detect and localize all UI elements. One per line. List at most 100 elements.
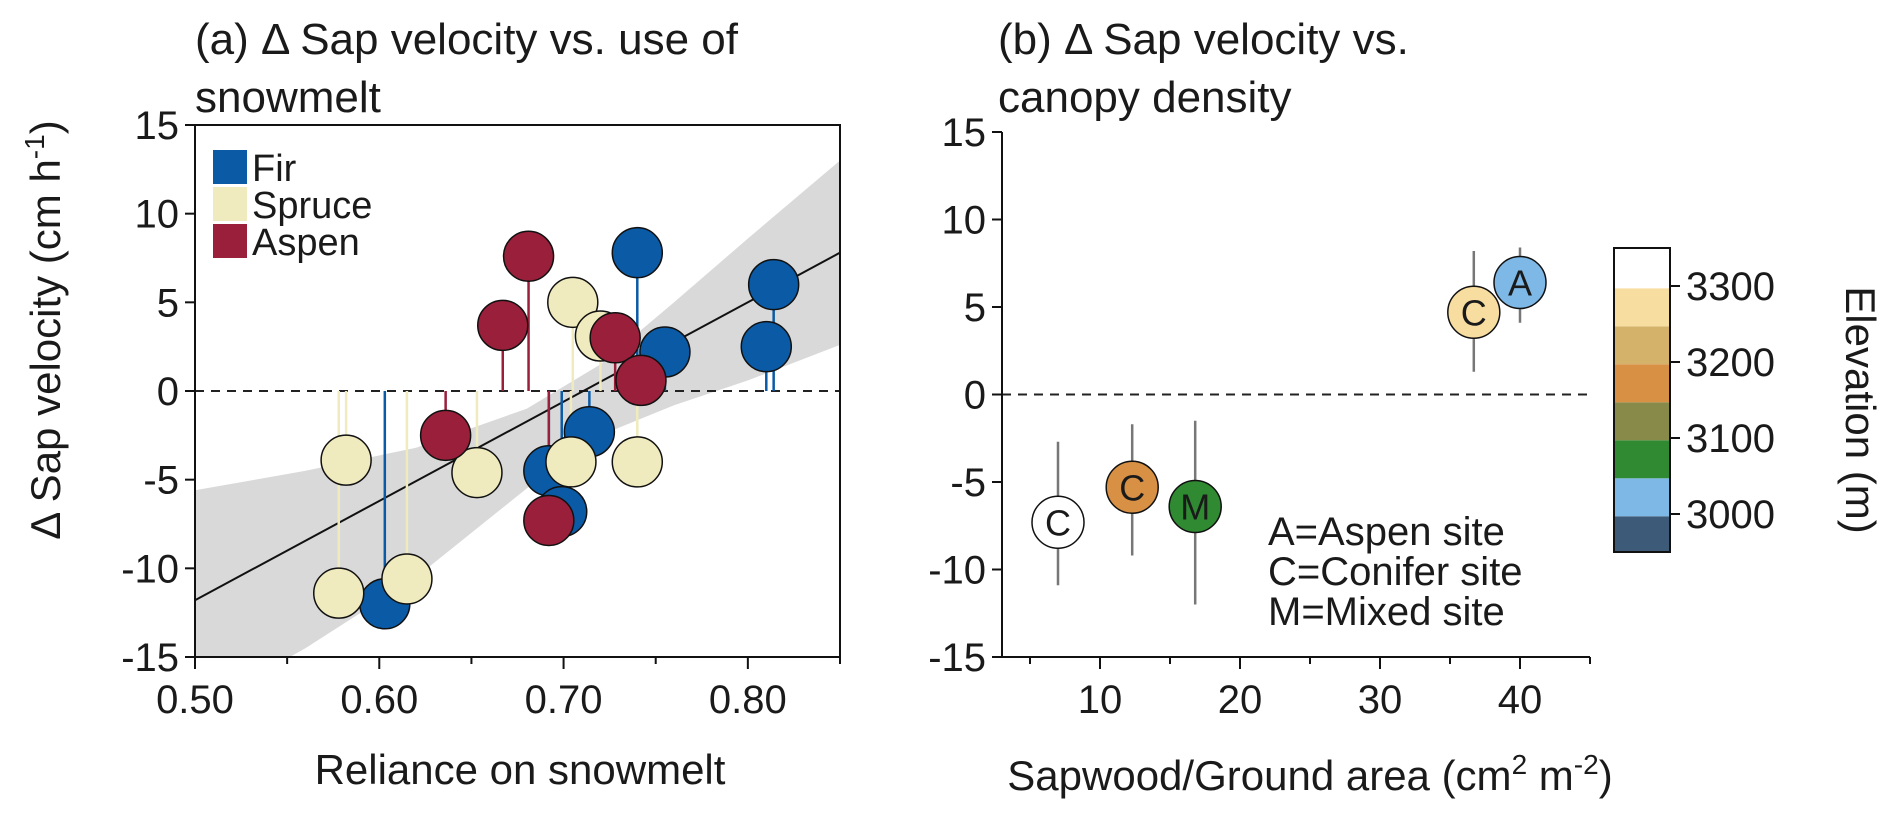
panel-a-y-label-main: Δ Sap velocity (cm h <box>22 159 69 540</box>
site-point-2 <box>1105 460 1159 514</box>
point-fir-8 <box>747 258 800 311</box>
y-tick-label: -15 <box>121 636 179 680</box>
point-aspen-2 <box>477 299 529 352</box>
y-tick-label-b: -5 <box>950 461 986 505</box>
point-aspen-3 <box>502 230 555 282</box>
y-tick-label-b: -10 <box>928 549 986 593</box>
y-tick-label-b: 10 <box>942 199 987 243</box>
x-tick-label: 0.50 <box>156 678 234 722</box>
y-tick-label: 0 <box>157 370 179 414</box>
colorbar-tick-label: 3000 <box>1686 493 1775 537</box>
site-point-label-2: C <box>1119 467 1145 508</box>
panel-b-title-line2: canopy density <box>998 73 1292 122</box>
point-spruce-4 <box>451 446 503 499</box>
regression-line <box>194 251 841 602</box>
point-spruce-6 <box>547 276 599 329</box>
annotation-line-1: A=Aspen site <box>1268 510 1505 554</box>
panel-b-x-axis-label: Sapwood/Ground area (cm2 m-2) <box>1007 749 1612 799</box>
site-point-label-1: C <box>1045 502 1071 543</box>
colorbar-tick-label: 3300 <box>1686 265 1775 309</box>
point-aspen-4 <box>523 494 575 547</box>
colorbar-bin-6 <box>1614 326 1670 365</box>
y-tick-label: -5 <box>143 459 179 503</box>
panel-b-x-label-main: Sapwood/Ground area (cm <box>1007 752 1511 799</box>
point-spruce-3 <box>381 553 433 605</box>
point-aspen-5 <box>589 312 641 364</box>
y-tick-label: 15 <box>135 104 180 148</box>
x-tick-label-b: 20 <box>1218 678 1263 722</box>
point-spruce-8 <box>611 436 664 488</box>
colorbar-bin-3 <box>1614 440 1670 479</box>
legend-label-aspen: Aspen <box>252 222 360 264</box>
point-aspen-6 <box>615 354 667 407</box>
colorbar-frame <box>1613 247 1671 553</box>
site-point-4 <box>1447 285 1501 339</box>
colorbar: 3300 3200 3100 3000 <box>1613 247 1775 553</box>
colorbar-bin-1 <box>1614 516 1670 552</box>
x-tick-label: 0.70 <box>525 678 603 722</box>
panel-b-x-label-sup1: 2 <box>1512 749 1528 780</box>
panel-a-confidence-band-group <box>195 160 840 657</box>
point-aspen-1 <box>419 409 472 462</box>
panel-a-x-axis-label: Reliance on snowmelt <box>315 746 726 793</box>
y-tick-label: -10 <box>121 547 179 591</box>
site-point-label-5: A <box>1508 263 1532 304</box>
point-fir-7 <box>740 320 793 373</box>
point-spruce-2 <box>320 434 372 486</box>
site-point-5 <box>1493 255 1547 310</box>
panel-a-title-line2: snowmelt <box>195 73 381 122</box>
point-fir-5 <box>611 226 664 279</box>
x-tick-label-b: 10 <box>1078 678 1123 722</box>
annotation-line-2: C=Conifer site <box>1268 550 1523 594</box>
legend-swatch-fir <box>213 150 247 184</box>
legend-label-spruce: Spruce <box>252 185 372 227</box>
panel-a: (a) Δ Sap velocity vs. use of snowmelt -… <box>19 15 841 793</box>
site-point-3 <box>1168 479 1222 534</box>
y-tick-label-b: 15 <box>942 111 987 155</box>
panel-a-y-axis-label: Δ Sap velocity (cm h-1) <box>19 120 69 539</box>
panel-b-points: CC MCA <box>1031 255 1547 549</box>
panel-a-y-label-sup: -1 <box>19 134 50 159</box>
y-tick-label-b: 5 <box>964 286 986 330</box>
y-tick-label: 10 <box>135 193 180 237</box>
x-tick-label-b: 40 <box>1498 678 1543 722</box>
site-point-label-3: M <box>1180 487 1210 528</box>
colorbar-label: Elevation (m) <box>1837 286 1884 533</box>
panel-b-x-label-sup2: -2 <box>1574 749 1599 780</box>
colorbar-tick-label: 3200 <box>1686 341 1775 385</box>
x-tick-label-b: 30 <box>1358 678 1403 722</box>
panel-a-points <box>312 226 800 630</box>
colorbar-bin-8 <box>1614 248 1670 289</box>
colorbar-bin-4 <box>1614 402 1670 441</box>
colorbar-bin-7 <box>1614 288 1670 327</box>
point-spruce-1 <box>312 567 365 619</box>
y-tick-label-b: -15 <box>928 636 986 680</box>
panel-a-fit-line-group <box>194 251 841 602</box>
panel-b: (b) Δ Sap velocity vs. canopy density C C… <box>928 15 1884 799</box>
x-tick-label: 0.80 <box>709 678 787 722</box>
annotation-line-3: M=Mixed site <box>1268 590 1505 634</box>
panel-a-y-label-close: ) <box>22 120 69 134</box>
site-point-1 <box>1031 495 1085 549</box>
point-spruce-5 <box>545 436 597 488</box>
panel-a-axes: -15 -10 -5 0 5 10 15 0.50 0.60 0.70 0.80 <box>121 104 841 722</box>
site-point-label-4: C <box>1461 292 1487 333</box>
legend-swatch-spruce <box>213 187 247 221</box>
panel-b-x-label-mid: m <box>1527 752 1574 799</box>
legend-swatch-aspen <box>213 224 247 258</box>
panel-a-title-line1: (a) Δ Sap velocity vs. use of <box>195 15 739 64</box>
panel-b-title-line1: (b) Δ Sap velocity vs. <box>998 15 1409 64</box>
panel-b-axes: -15 -10 -5 0 5 10 15 10 20 30 40 <box>928 111 1591 722</box>
colorbar-bin-5 <box>1614 364 1670 403</box>
y-tick-label: 5 <box>157 281 179 325</box>
y-tick-label-b: 0 <box>964 374 986 418</box>
x-tick-label: 0.60 <box>340 678 418 722</box>
confidence-band <box>195 160 840 657</box>
colorbar-bin-2 <box>1614 478 1670 517</box>
legend-label-fir: Fir <box>252 148 297 190</box>
colorbar-tick-label: 3100 <box>1686 417 1775 461</box>
panel-b-x-label-close: ) <box>1599 752 1613 799</box>
